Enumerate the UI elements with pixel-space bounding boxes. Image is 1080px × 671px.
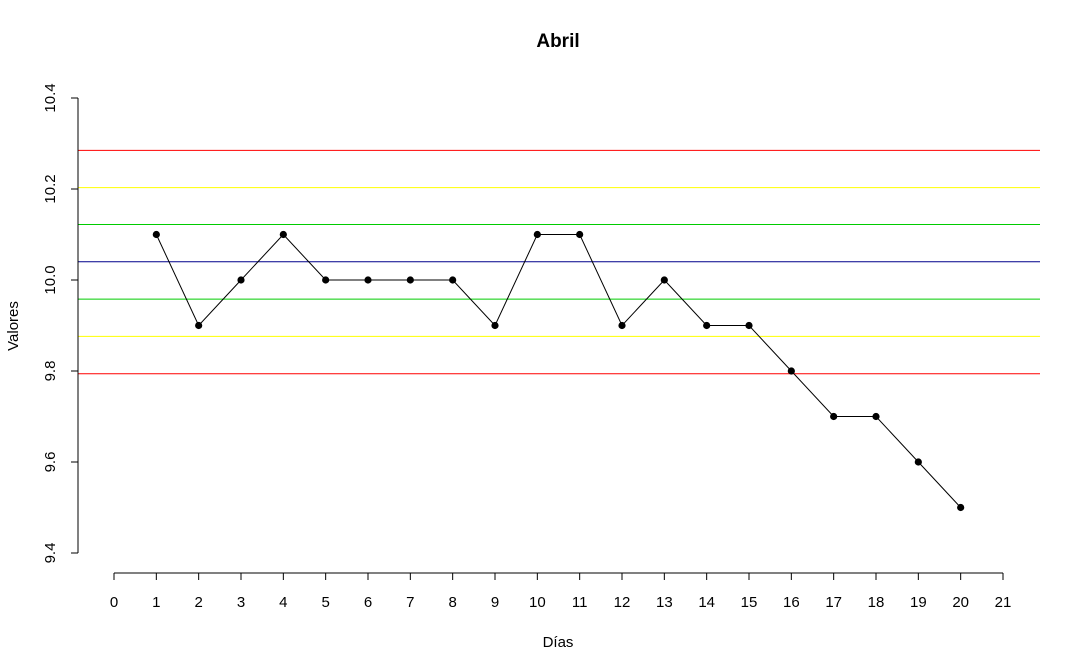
x-tick-label: 2 <box>194 594 202 611</box>
x-axis: 0 1 2 3 4 5 6 7 8 9 10 11 12 13 14 15 16 17 18 19 20 21 <box>110 572 1012 611</box>
data-point <box>491 321 499 330</box>
data-point <box>406 276 414 284</box>
y-tick-label: 9.4 <box>42 543 59 564</box>
x-tick-label: 8 <box>448 594 456 611</box>
data-point <box>660 276 668 284</box>
data-point <box>957 503 965 512</box>
x-tick-label: 19 <box>910 594 927 611</box>
data-point <box>914 458 922 466</box>
data-point <box>576 230 584 239</box>
x-tick-label: 9 <box>491 594 499 611</box>
y-tick-label: 9.6 <box>42 452 59 473</box>
data-point <box>279 230 287 239</box>
reference-lines <box>78 149 1040 375</box>
x-tick-label: 10 <box>529 594 546 611</box>
data-point <box>364 276 372 284</box>
data-point <box>449 276 457 284</box>
x-tick-label: 16 <box>783 594 800 611</box>
x-tick-label: 4 <box>279 594 287 611</box>
x-tick-label: 15 <box>741 594 758 611</box>
x-tick-label: 21 <box>995 594 1012 611</box>
x-tick-label: 6 <box>364 594 372 611</box>
data-point <box>322 276 330 284</box>
data-point <box>195 321 203 330</box>
series-line <box>155 233 962 508</box>
x-tick-label: 20 <box>952 594 969 611</box>
y-tick-label: 10.0 <box>42 265 59 294</box>
y-tick-label: 9.8 <box>42 361 59 382</box>
y-tick-label: 10.4 <box>42 83 59 112</box>
data-point <box>152 230 160 239</box>
data-point <box>703 321 711 330</box>
x-axis-label: Días <box>543 634 574 651</box>
x-tick-label: 1 <box>152 594 160 611</box>
x-tick-label: 11 <box>572 594 588 611</box>
x-tick-label: 12 <box>614 594 631 611</box>
x-tick-label: 5 <box>321 594 329 611</box>
x-tick-label: 3 <box>237 594 245 611</box>
x-tick-label: 18 <box>868 594 885 611</box>
data-point <box>618 321 626 330</box>
data-point <box>237 276 245 284</box>
x-tick-label: 7 <box>406 594 414 611</box>
x-tick-label: 0 <box>110 594 118 611</box>
y-axis: 9.4 9.6 9.8 10.0 10.2 10.4 <box>42 83 79 564</box>
data-point <box>872 412 880 421</box>
y-tick-label: 10.2 <box>42 174 59 203</box>
chart-title: Abril <box>536 31 579 52</box>
x-tick-label: 17 <box>825 594 842 611</box>
x-tick-label: 13 <box>656 594 673 611</box>
data-point <box>745 321 753 330</box>
data-point <box>787 367 795 375</box>
series-group <box>152 230 965 512</box>
x-tick-label: 14 <box>698 594 715 611</box>
y-axis-label: Valores <box>5 301 22 351</box>
data-point <box>830 412 838 421</box>
data-point <box>533 230 541 239</box>
